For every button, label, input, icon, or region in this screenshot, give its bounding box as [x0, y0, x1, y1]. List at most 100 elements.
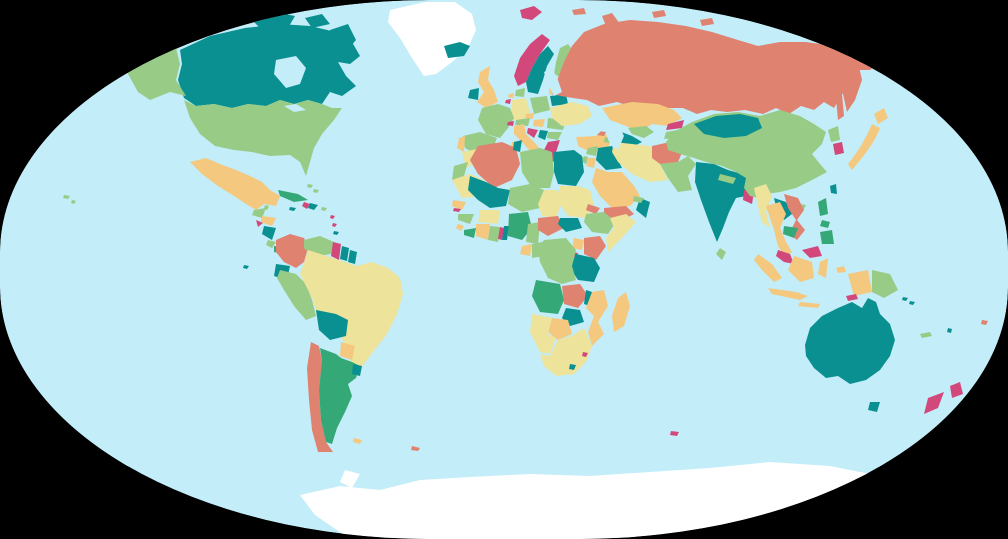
region-united-kingdom[interactable] — [477, 66, 498, 108]
region-madagascar[interactable] — [612, 292, 630, 332]
region-canadian-arctic-islands[interactable] — [238, 12, 356, 54]
region-algeria[interactable] — [470, 142, 520, 188]
region-uae[interactable] — [633, 196, 644, 203]
region-eswatini[interactable] — [582, 352, 588, 357]
region-saudi-arabia[interactable] — [592, 168, 640, 208]
region-peru[interactable] — [277, 270, 316, 320]
region-guyana[interactable] — [331, 242, 341, 260]
region-jamaica[interactable] — [289, 207, 296, 211]
region-namibia[interactable] — [530, 314, 556, 354]
region-gabon[interactable] — [520, 244, 532, 256]
region-australia[interactable] — [805, 298, 895, 412]
region-el-salvador[interactable] — [256, 220, 263, 227]
region-serbia[interactable] — [538, 130, 548, 140]
region-north-korea[interactable] — [828, 126, 840, 142]
region-ghana[interactable] — [488, 226, 500, 242]
region-russia[interactable] — [552, 20, 882, 114]
region-vanuatu[interactable] — [947, 328, 952, 333]
region-mexico[interactable] — [190, 158, 280, 210]
region-united-states[interactable] — [184, 100, 342, 176]
region-syria[interactable] — [586, 146, 598, 156]
region-tanzania[interactable] — [570, 254, 600, 282]
region-uruguay[interactable] — [352, 364, 362, 376]
region-venezuela[interactable] — [304, 236, 334, 256]
region-french-guiana[interactable] — [348, 250, 357, 264]
region-fiji[interactable] — [981, 320, 988, 325]
region-south-korea[interactable] — [833, 142, 844, 155]
region-central-african-republic[interactable] — [538, 216, 564, 236]
region-niger[interactable] — [508, 184, 544, 212]
region-liberia[interactable] — [464, 228, 476, 238]
region-chile[interactable] — [307, 342, 333, 452]
region-east-timor[interactable] — [846, 294, 858, 301]
region-colombia[interactable] — [276, 234, 308, 268]
region-franz-josef-land[interactable] — [572, 8, 586, 15]
region-thailand[interactable] — [766, 202, 792, 258]
region-canada[interactable] — [178, 24, 360, 108]
region-oman[interactable] — [636, 198, 650, 218]
region-papua-new-guinea[interactable] — [872, 270, 898, 298]
region-tunisia[interactable] — [513, 140, 522, 152]
region-sierra-leone[interactable] — [456, 224, 464, 231]
region-vietnam[interactable] — [784, 194, 805, 240]
region-belgium[interactable] — [505, 99, 511, 104]
region-hungary[interactable] — [533, 119, 545, 127]
region-argentina[interactable] — [319, 348, 360, 444]
region-lesser-antilles[interactable] — [330, 215, 337, 227]
region-eritrea[interactable] — [586, 204, 600, 214]
region-dr-congo[interactable] — [538, 238, 576, 284]
region-mali[interactable] — [468, 176, 510, 208]
region-pakistan[interactable] — [660, 156, 696, 192]
region-egypt[interactable] — [554, 150, 584, 186]
region-galapagos[interactable] — [243, 265, 249, 269]
region-netherlands[interactable] — [508, 93, 514, 98]
region-falkland-islands[interactable] — [353, 438, 362, 444]
region-kyrgyzstan[interactable] — [666, 120, 684, 130]
region-croatia[interactable] — [527, 128, 538, 138]
region-paraguay[interactable] — [340, 342, 355, 360]
region-jordan[interactable] — [586, 158, 596, 168]
region-philippines[interactable] — [818, 198, 834, 244]
region-somalia[interactable] — [606, 214, 636, 252]
region-senegal[interactable] — [452, 200, 466, 210]
region-france[interactable] — [478, 104, 514, 138]
region-sudan[interactable] — [558, 186, 594, 218]
region-south-georgia[interactable] — [411, 446, 420, 451]
region-ireland[interactable] — [468, 88, 479, 100]
region-bahamas[interactable] — [307, 184, 319, 193]
region-guatemala[interactable] — [252, 208, 266, 218]
region-denmark[interactable] — [515, 88, 525, 97]
region-belarus[interactable] — [550, 94, 568, 106]
region-greenland[interactable] — [388, 2, 476, 76]
region-cameroon[interactable] — [526, 222, 540, 244]
region-myanmar[interactable] — [754, 184, 772, 228]
region-uzbekistan[interactable] — [628, 126, 654, 138]
region-sweden[interactable] — [526, 46, 554, 94]
region-solomon-islands[interactable] — [902, 297, 915, 305]
region-kenya[interactable] — [584, 236, 606, 260]
region-libya[interactable] — [520, 148, 554, 188]
region-benin[interactable] — [502, 226, 509, 240]
region-indonesia[interactable] — [754, 254, 872, 308]
region-ukraine[interactable] — [550, 102, 592, 126]
region-malaysia[interactable] — [776, 246, 822, 264]
region-cambodia[interactable] — [783, 226, 798, 238]
region-south-africa[interactable] — [540, 328, 592, 376]
region-czechia[interactable] — [525, 113, 534, 119]
region-kazakhstan[interactable] — [602, 102, 682, 132]
region-sri-lanka[interactable] — [716, 248, 726, 260]
region-sakhalin[interactable] — [836, 94, 844, 120]
region-brazil[interactable] — [300, 250, 403, 378]
region-taiwan[interactable] — [830, 184, 837, 194]
region-trinidad[interactable] — [333, 231, 339, 235]
region-china[interactable] — [666, 110, 827, 209]
region-haiti[interactable] — [302, 202, 310, 209]
region-uganda[interactable] — [572, 238, 584, 250]
region-lesotho[interactable] — [569, 364, 576, 370]
region-iraq[interactable] — [596, 146, 622, 170]
region-kerguelen[interactable] — [670, 431, 679, 436]
region-switzerland[interactable] — [507, 121, 514, 126]
region-nigeria[interactable] — [508, 212, 532, 240]
region-india[interactable] — [695, 162, 750, 242]
region-cuba[interactable] — [278, 190, 308, 202]
